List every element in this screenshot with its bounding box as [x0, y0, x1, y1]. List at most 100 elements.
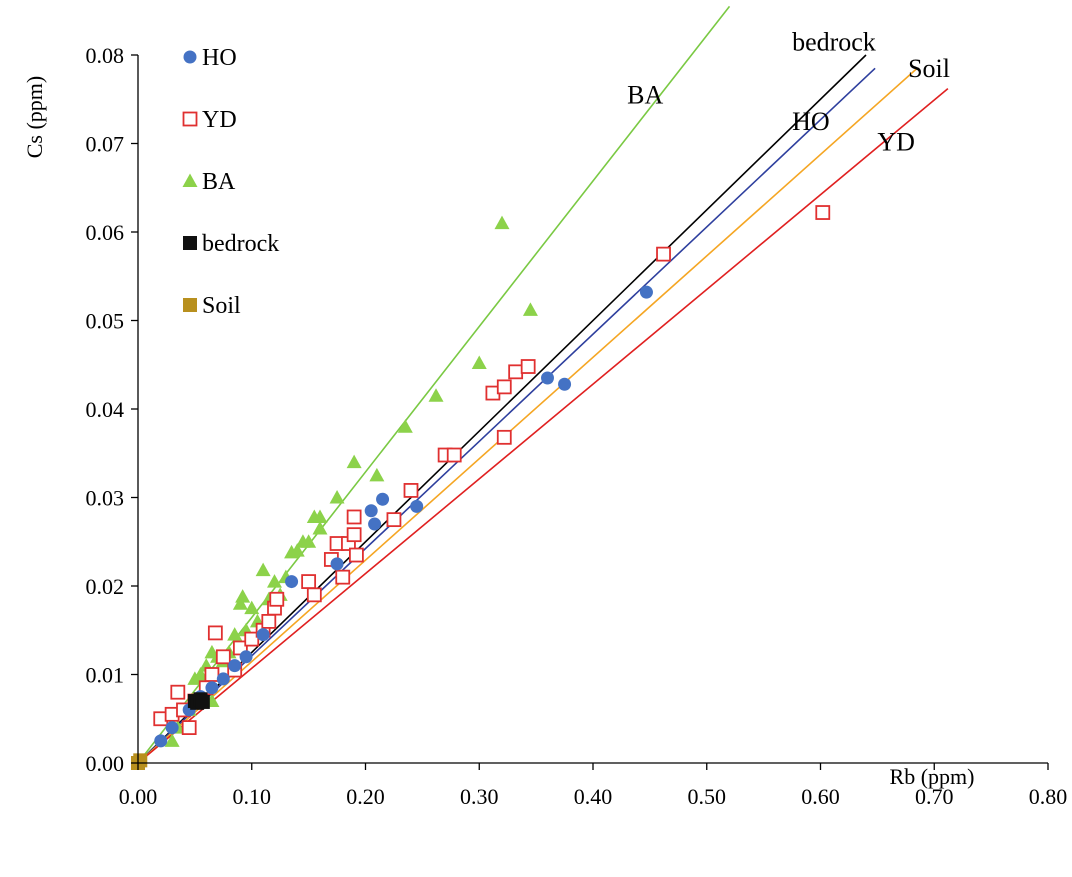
y-tick-label: 0.04	[86, 397, 125, 422]
data-point-yd	[215, 649, 231, 665]
y-tick-label: 0.01	[86, 663, 125, 688]
x-tick-label: 0.40	[574, 784, 613, 809]
y-tick-label: 0.08	[86, 43, 125, 68]
data-points	[131, 205, 831, 770]
trendline-yd	[137, 88, 949, 764]
legend-marker-yd	[182, 111, 198, 127]
data-point-ho	[364, 504, 378, 518]
data-point-yd	[496, 429, 512, 445]
data-point-ba	[301, 534, 317, 548]
legend-marker-bedrock	[183, 236, 197, 250]
data-point-yd	[656, 246, 671, 262]
data-point-yd	[815, 205, 831, 220]
data-point-ba	[471, 355, 487, 369]
trendline-ho	[137, 67, 876, 764]
x-tick-label: 0.80	[1029, 784, 1068, 809]
trendline-label-ho: HO	[792, 107, 830, 136]
data-point-yd	[446, 447, 462, 463]
data-point-ho	[165, 721, 179, 735]
data-point-ba	[312, 509, 328, 523]
series-ho	[154, 285, 653, 748]
data-point-ba	[369, 467, 385, 482]
data-point-ba	[193, 667, 209, 681]
legend-marker-soil	[183, 298, 197, 312]
data-point-ho	[228, 659, 242, 673]
trendlines	[137, 5, 949, 764]
data-point-ba	[329, 490, 345, 504]
series-soil	[131, 753, 148, 770]
data-point-ba	[522, 302, 538, 316]
data-point-ba	[232, 596, 248, 610]
data-point-ba	[164, 733, 180, 747]
data-point-ba	[494, 215, 510, 230]
data-point-ba	[428, 388, 444, 402]
data-point-ho	[330, 557, 344, 571]
legend-marker-ho	[183, 50, 197, 64]
y-tick-label: 0.03	[86, 486, 125, 511]
y-tick-label: 0.06	[86, 220, 125, 245]
x-tick-label: 0.10	[233, 784, 272, 809]
tick-labels: 0.00 0.10 0.20 0.30 0.40 0.50 0.60 0.70 0.80 0.00…	[86, 43, 1068, 809]
data-point-ho	[154, 734, 168, 748]
legend-marker-ba	[182, 173, 198, 187]
legend-label-ho: HO	[202, 45, 237, 71]
data-point-ho	[239, 650, 253, 664]
x-tick-label: 0.20	[346, 784, 385, 809]
data-point-yd	[204, 667, 220, 682]
x-tick-label: 0.30	[460, 784, 499, 809]
trendline-labels: BA bedrock HO Soil YD	[627, 28, 950, 157]
x-tick-label: 0.60	[801, 784, 840, 809]
data-point-ho	[410, 499, 424, 513]
data-point-ho	[639, 285, 653, 299]
y-tick-label: 0.05	[86, 309, 125, 334]
legend: HO YD BA bedrock Soil	[182, 45, 279, 319]
trendline-label-ba: BA	[627, 81, 663, 110]
data-point-ba	[235, 589, 251, 603]
data-point-yd	[207, 625, 223, 641]
data-point-yd	[306, 587, 322, 603]
data-point-yd	[386, 512, 402, 528]
data-point-yd	[348, 547, 364, 563]
x-tick-label: 0.00	[119, 784, 158, 809]
data-point-yd	[301, 574, 317, 589]
data-point-yd	[269, 591, 285, 607]
data-point-yd	[403, 483, 419, 498]
data-point-yd	[346, 509, 362, 525]
data-point-ho	[558, 377, 572, 391]
x-axis-title: Rb (ppm)	[890, 764, 975, 789]
data-point-ba	[244, 600, 260, 615]
trendline-label-bedrock: bedrock	[792, 28, 876, 57]
data-point-ho	[376, 492, 390, 506]
data-point-yd	[346, 527, 362, 543]
data-point-ba	[255, 562, 271, 577]
data-point-soil	[133, 753, 148, 768]
y-axis-title: Cs (ppm)	[22, 76, 47, 159]
legend-label-ba: BA	[202, 169, 236, 195]
data-point-ba	[289, 543, 305, 557]
data-point-ho	[285, 575, 299, 589]
x-tick-label: 0.50	[688, 784, 727, 809]
data-point-ba	[312, 520, 328, 535]
x-tick-label: 0.70	[915, 784, 954, 809]
data-point-ba	[267, 574, 282, 588]
trendline-label-yd: YD	[877, 128, 915, 157]
data-point-yd	[335, 569, 351, 585]
data-point-ho	[256, 628, 270, 642]
data-point-yd	[181, 720, 197, 735]
data-point-yd	[261, 614, 277, 629]
y-tick-label: 0.02	[86, 574, 125, 599]
data-point-ho	[368, 517, 382, 531]
data-point-ho	[216, 672, 230, 686]
data-point-yd	[170, 684, 186, 700]
data-point-yd	[244, 631, 260, 647]
data-point-yd	[520, 359, 536, 374]
data-point-bedrock	[195, 694, 210, 709]
series-bedrock	[187, 692, 210, 710]
legend-label-bedrock: bedrock	[202, 231, 279, 257]
data-point-ba	[227, 627, 243, 641]
trendline-soil	[137, 67, 918, 764]
data-point-yd	[496, 379, 512, 395]
legend-label-yd: YD	[202, 107, 237, 133]
data-point-yd	[508, 364, 524, 380]
